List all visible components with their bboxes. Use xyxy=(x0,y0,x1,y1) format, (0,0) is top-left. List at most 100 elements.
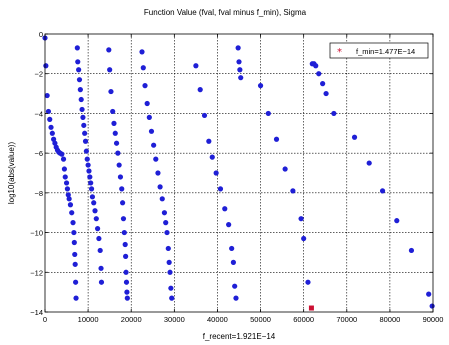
data-point xyxy=(265,110,271,117)
plot-frame xyxy=(44,33,434,313)
data-point xyxy=(313,63,319,69)
x-tick-label: 80000 xyxy=(379,315,400,324)
data-point xyxy=(63,180,70,186)
y-tick-labels: 0 −2 −4 −6 −8 −10 −12 −14 xyxy=(30,30,43,317)
x-tick-label: 40000 xyxy=(207,315,228,324)
data-point xyxy=(217,186,224,192)
data-points xyxy=(42,35,435,311)
data-point xyxy=(323,90,329,97)
data-point xyxy=(71,229,77,236)
data-point xyxy=(117,174,124,180)
f-min-point xyxy=(308,305,314,311)
x-tick-labels: 0 10000 20000 30000 40000 50000 60000 70000 8000… xyxy=(43,315,444,324)
data-point xyxy=(167,269,173,275)
data-point xyxy=(47,116,53,122)
data-point xyxy=(213,170,219,176)
data-point xyxy=(106,47,112,53)
data-point xyxy=(157,184,163,190)
data-point xyxy=(237,67,243,73)
data-point xyxy=(201,112,208,119)
data-point xyxy=(161,210,168,216)
data-point xyxy=(232,283,238,289)
data-point xyxy=(62,174,68,180)
data-point xyxy=(51,136,57,142)
data-point xyxy=(91,200,97,206)
data-point xyxy=(73,295,79,301)
data-point xyxy=(74,45,80,51)
data-point xyxy=(301,235,307,242)
data-point xyxy=(83,148,89,154)
data-point xyxy=(115,150,121,156)
data-point xyxy=(93,216,99,222)
data-point xyxy=(142,83,148,89)
data-point xyxy=(60,156,67,162)
data-point xyxy=(94,226,101,232)
data-point xyxy=(168,285,174,291)
data-point xyxy=(120,200,126,206)
data-point xyxy=(351,134,358,140)
data-point xyxy=(151,142,157,148)
data-point xyxy=(69,210,75,216)
data-point xyxy=(235,45,241,51)
data-point xyxy=(119,186,125,192)
data-point xyxy=(76,77,83,83)
data-point xyxy=(88,180,94,186)
data-point xyxy=(113,140,120,146)
data-point xyxy=(120,216,127,222)
legend-box xyxy=(329,42,429,59)
data-point xyxy=(108,88,114,95)
data-point xyxy=(45,108,52,115)
data-point xyxy=(290,188,296,194)
data-point xyxy=(98,279,105,285)
data-point xyxy=(78,96,84,103)
data-point xyxy=(88,186,95,192)
data-point xyxy=(305,279,311,285)
y-tick-label: −6 xyxy=(34,149,43,158)
axis-ticks xyxy=(44,33,434,313)
x-tick-label: 60000 xyxy=(293,315,314,324)
y-tick-label: −14 xyxy=(30,308,43,317)
data-point xyxy=(81,122,87,128)
data-point xyxy=(107,67,113,73)
data-point xyxy=(257,83,264,89)
data-point xyxy=(124,295,130,301)
data-point xyxy=(159,196,165,202)
x-tick-label: 70000 xyxy=(336,315,357,324)
data-point xyxy=(48,124,54,130)
y-tick-label: 0 xyxy=(39,30,43,39)
data-point xyxy=(66,196,72,202)
x-tick-label: 20000 xyxy=(121,315,142,324)
data-point xyxy=(320,81,326,87)
y-tick-label: −4 xyxy=(34,109,43,118)
data-point xyxy=(193,63,199,69)
data-point xyxy=(110,108,116,115)
data-point xyxy=(238,75,244,81)
data-point xyxy=(79,106,85,113)
data-point xyxy=(144,100,150,107)
data-point xyxy=(316,71,322,77)
data-point xyxy=(197,87,203,93)
data-point xyxy=(71,239,77,246)
data-point xyxy=(82,138,89,144)
data-point xyxy=(80,114,86,120)
grid-lines xyxy=(45,34,433,312)
data-point xyxy=(44,92,50,99)
data-point xyxy=(122,241,128,248)
data-point xyxy=(85,162,91,168)
data-point xyxy=(429,303,435,309)
legend-marker-icon: * xyxy=(337,47,342,58)
data-point xyxy=(72,261,78,267)
data-point xyxy=(98,265,104,271)
data-point xyxy=(124,289,130,295)
data-point xyxy=(155,170,161,176)
data-point xyxy=(169,295,175,301)
y-tick-label: −12 xyxy=(30,268,43,277)
y-tick-label: −8 xyxy=(34,189,43,198)
x-tick-label: 50000 xyxy=(250,315,271,324)
data-point xyxy=(146,114,152,120)
data-point xyxy=(116,162,122,168)
data-point xyxy=(209,154,215,160)
data-point xyxy=(76,67,82,73)
x-tick-label: 0 xyxy=(43,315,47,324)
